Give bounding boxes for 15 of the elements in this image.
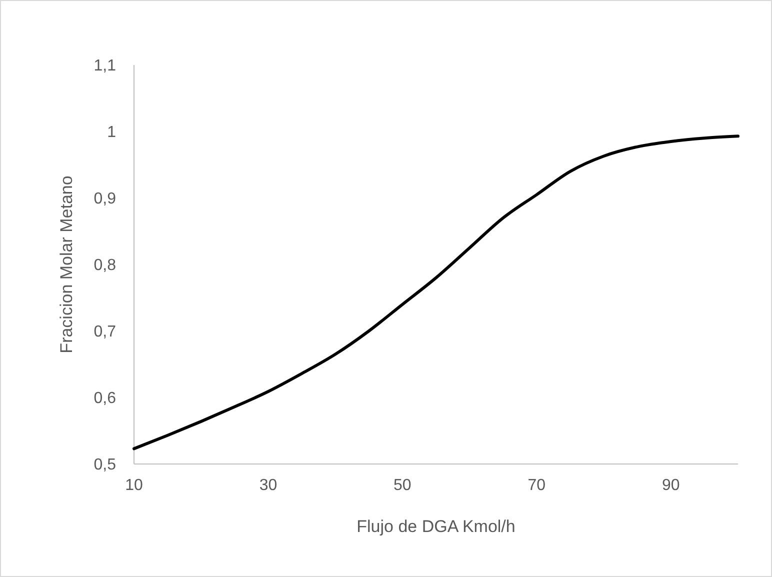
y-tick-label: 1,1 (94, 58, 116, 75)
x-tick-label: 70 (528, 477, 546, 494)
x-tick-label: 30 (259, 477, 278, 494)
y-tick-label: 0,7 (94, 324, 116, 341)
x-tick-label: 90 (662, 477, 680, 494)
y-axis-title: Fracicion Molar Metano (57, 176, 76, 354)
y-tick-label: 0,8 (94, 257, 116, 274)
y-tick-label: 0,9 (94, 190, 116, 208)
y-tick-label: 0,6 (94, 390, 116, 408)
x-tick-label: 10 (125, 477, 143, 494)
x-tick-label: 50 (394, 477, 412, 494)
line-series (132, 134, 740, 450)
y-tick-label: 0,5 (94, 456, 116, 474)
x-axis-title: Flujo de DGA Kmol/h (356, 517, 516, 536)
y-tick-label: 1 (107, 124, 116, 142)
